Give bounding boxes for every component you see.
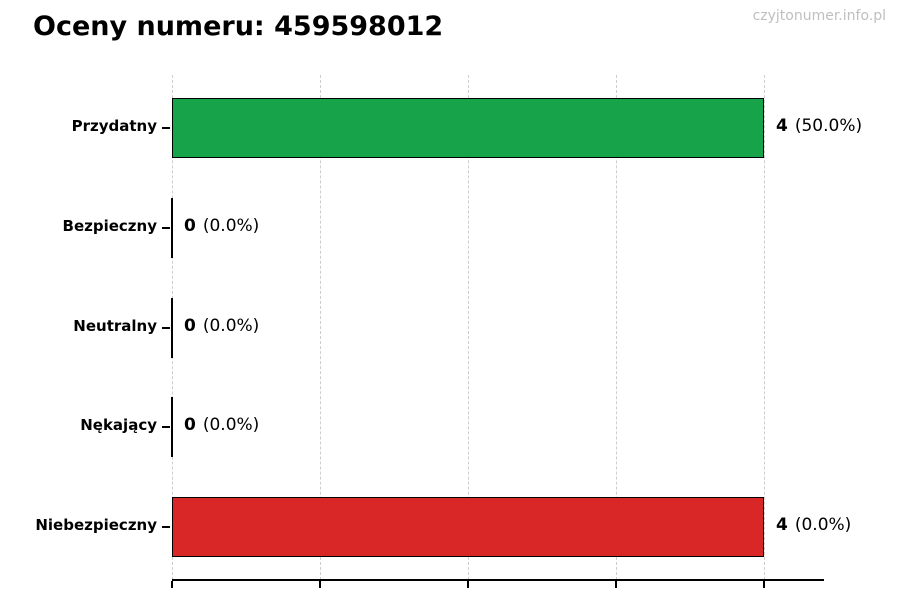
x-gridline <box>763 75 765 580</box>
y-axis-tick <box>162 326 170 329</box>
bar <box>172 98 764 158</box>
x-gridline <box>467 75 469 580</box>
value-label: 4 (50.0%) <box>776 116 862 136</box>
value-count: 0 <box>184 315 196 336</box>
category-label: Niebezpieczny <box>35 516 157 534</box>
category-label: Nękający <box>80 416 157 435</box>
value-count: 0 <box>184 215 196 236</box>
category-label: Bezpieczny <box>62 216 157 235</box>
y-axis-tick <box>162 127 170 129</box>
bar <box>171 197 173 258</box>
watermark-link[interactable]: czyjtonumer.info.pl <box>752 8 886 24</box>
bar <box>171 397 173 458</box>
value-percent: (0.0%) <box>202 415 260 436</box>
value-percent: (0.0%) <box>202 315 260 336</box>
x-gridline <box>319 75 321 580</box>
value-percent: (0.0%) <box>202 215 260 236</box>
y-axis-tick <box>162 426 170 429</box>
y-axis-tick <box>162 526 170 528</box>
value-count: 4 <box>776 515 788 535</box>
x-axis-tick <box>467 581 469 588</box>
x-axis-tick <box>319 581 321 588</box>
value-count: 0 <box>184 415 196 436</box>
bar <box>172 497 764 557</box>
x-axis-tick <box>171 581 173 588</box>
value-label: 0 (0.0%) <box>184 216 259 236</box>
value-percent: (0.0%) <box>794 515 852 535</box>
x-axis-line <box>172 579 824 581</box>
x-axis-tick <box>763 581 765 588</box>
y-axis-tick <box>162 226 170 229</box>
category-label: Przydatny <box>71 117 157 135</box>
value-percent: (50.0%) <box>794 116 863 136</box>
value-label: 4 (0.0%) <box>776 515 851 535</box>
value-count: 4 <box>776 116 788 136</box>
value-label: 0 (0.0%) <box>184 316 259 336</box>
value-label: 0 (0.0%) <box>184 415 259 435</box>
x-axis-tick <box>615 581 617 588</box>
category-label: Neutralny <box>73 316 157 335</box>
chart-title: Oceny numeru: 459598012 <box>33 11 444 42</box>
bar <box>171 297 173 358</box>
x-gridline <box>615 75 617 580</box>
